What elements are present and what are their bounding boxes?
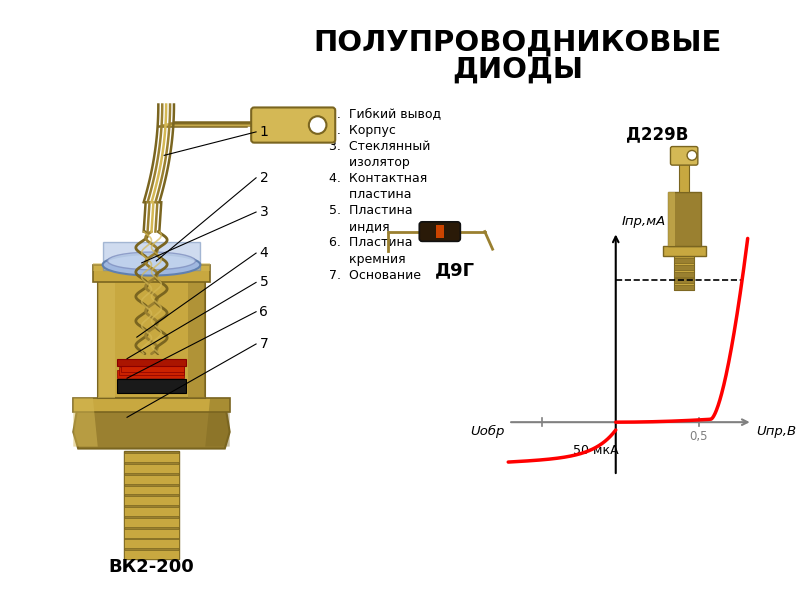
Bar (679, 163, 689, 193)
Text: 4: 4 (259, 246, 268, 260)
Circle shape (309, 116, 326, 134)
Bar (188, 280, 206, 398)
Text: изолятор: изолятор (330, 156, 410, 169)
FancyBboxPatch shape (419, 222, 460, 241)
Bar (674, 265, 694, 270)
Bar (674, 272, 694, 277)
FancyBboxPatch shape (124, 486, 179, 494)
FancyBboxPatch shape (124, 529, 179, 538)
Bar (667, 193, 675, 246)
Bar (93, 263, 210, 271)
Polygon shape (206, 398, 230, 446)
Text: 1: 1 (259, 125, 268, 139)
FancyBboxPatch shape (251, 107, 335, 143)
Text: 5: 5 (259, 275, 268, 289)
Bar (436, 225, 444, 238)
FancyBboxPatch shape (124, 518, 179, 527)
FancyBboxPatch shape (124, 475, 179, 484)
FancyBboxPatch shape (124, 464, 179, 473)
FancyBboxPatch shape (124, 539, 179, 548)
Bar (74, 398, 230, 412)
FancyBboxPatch shape (102, 242, 200, 270)
Circle shape (687, 151, 697, 160)
Text: ПОЛУПРОВОДНИКОВЫЕ: ПОЛУПРОВОДНИКОВЫЕ (314, 28, 722, 56)
Bar (98, 280, 115, 398)
Text: 50 мкА: 50 мкА (574, 443, 619, 457)
Bar (662, 246, 706, 256)
Text: 7: 7 (259, 337, 268, 351)
Polygon shape (74, 403, 230, 449)
FancyBboxPatch shape (124, 454, 179, 462)
Text: пластина: пластина (330, 188, 412, 201)
Text: индия: индия (330, 220, 390, 233)
Bar (667, 193, 701, 246)
Text: 5.  Пластина: 5. Пластина (330, 204, 413, 217)
Text: 3.  Стеклянный: 3. Стеклянный (330, 140, 430, 153)
Text: Д9Г: Д9Г (434, 261, 474, 279)
Bar (118, 359, 186, 367)
Text: Uпр,В: Uпр,В (757, 425, 797, 439)
FancyBboxPatch shape (124, 550, 179, 559)
Text: 2.  Корпус: 2. Корпус (330, 124, 396, 137)
Text: 4.  Контактная: 4. Контактная (330, 172, 428, 185)
Text: 1.  Гибкий вывод: 1. Гибкий вывод (330, 107, 442, 121)
Bar (118, 370, 184, 378)
Text: 6.  Пластина: 6. Пластина (330, 236, 413, 250)
Ellipse shape (102, 254, 200, 275)
Bar (674, 256, 694, 290)
Bar (121, 365, 184, 373)
Text: кремния: кремния (330, 253, 406, 266)
Text: 3: 3 (259, 205, 268, 219)
Bar (674, 258, 694, 263)
Polygon shape (74, 398, 98, 446)
FancyBboxPatch shape (124, 496, 179, 505)
Text: ДИОДЫ: ДИОДЫ (453, 56, 583, 83)
Ellipse shape (107, 252, 195, 270)
Text: ВК2-200: ВК2-200 (109, 557, 194, 575)
Bar (119, 367, 184, 375)
Text: Д229В: Д229В (626, 125, 688, 143)
Text: Uобр: Uобр (470, 425, 504, 439)
Bar (98, 280, 206, 398)
Bar (674, 278, 694, 283)
FancyBboxPatch shape (124, 507, 179, 516)
Text: 7.  Основание: 7. Основание (330, 269, 422, 282)
Bar (118, 379, 186, 393)
Text: Iпр,мА: Iпр,мА (622, 215, 666, 227)
Bar (124, 451, 179, 559)
Bar (674, 286, 694, 290)
Text: 0,5: 0,5 (690, 430, 708, 443)
Bar (93, 265, 210, 283)
FancyBboxPatch shape (670, 146, 698, 165)
Text: 2: 2 (259, 171, 268, 185)
Text: 6: 6 (259, 305, 268, 319)
